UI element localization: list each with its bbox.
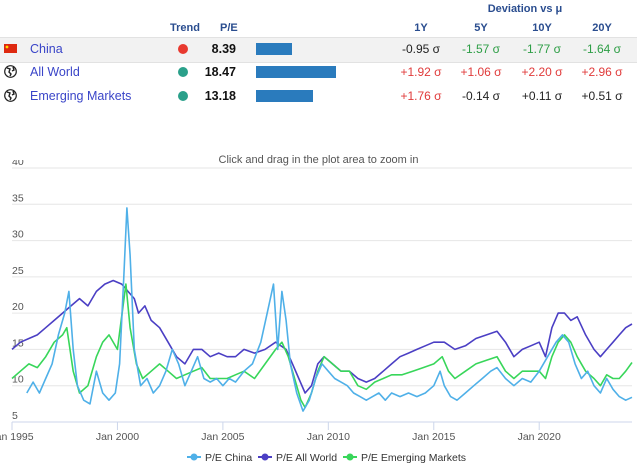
table-row-all-world[interactable]: All World 18.47 +1.92 σ +1.06 σ +2.20 σ … — [0, 61, 637, 85]
deviation-10y: +2.20 σ — [521, 65, 563, 79]
market-name-link[interactable]: China — [30, 42, 63, 56]
deviation-1y: +1.92 σ — [400, 65, 442, 79]
china-flag-icon — [4, 44, 17, 53]
deviation-5y: -0.14 σ — [461, 89, 501, 103]
legend-marker-p-e-china — [190, 453, 198, 461]
x-tick-label: Jan 2010 — [307, 431, 350, 443]
x-tick-label: Jan 2020 — [518, 431, 561, 443]
globe-icon — [4, 65, 17, 78]
header-period-1y: 1Y — [414, 22, 428, 34]
y-tick-label: 20 — [12, 301, 24, 313]
market-name-link[interactable]: Emerging Markets — [30, 89, 132, 103]
header-period-20y: 20Y — [592, 22, 612, 34]
pe-value: 13.18 — [204, 89, 236, 103]
deviation-5y: +1.06 σ — [460, 65, 502, 79]
series-line-p-e-emerging-markets — [11, 283, 633, 409]
y-tick-label: 40 — [12, 160, 24, 168]
deviation-10y: +0.11 σ — [521, 89, 563, 103]
table-row-china[interactable]: China 8.39 -0.95 σ -1.57 σ -1.77 σ -1.64… — [0, 37, 637, 63]
x-tick-label: Jan 2015 — [412, 431, 455, 443]
x-tick-label: Jan 1995 — [0, 431, 34, 443]
deviation-20y: +0.51 σ — [581, 89, 623, 103]
pe-value: 8.39 — [211, 42, 236, 56]
deviation-1y: -0.95 σ — [401, 42, 441, 56]
trend-indicator — [178, 67, 188, 77]
legend-item-p-e-emerging-markets[interactable]: P/E Emerging Markets — [361, 452, 466, 464]
x-tick-label: Jan 2005 — [201, 431, 244, 443]
y-tick-label: 5 — [12, 410, 18, 422]
deviation-20y: -1.64 σ — [582, 42, 622, 56]
pe-bar — [256, 66, 336, 78]
trend-indicator — [178, 44, 188, 54]
legend-item-p-e-china[interactable]: P/E China — [205, 452, 252, 464]
legend-item-p-e-all-world[interactable]: P/E All World — [276, 452, 337, 464]
zoom-hint: Click and drag in the plot area to zoom … — [218, 154, 419, 166]
deviation-5y: -1.57 σ — [461, 42, 501, 56]
legend-marker-p-e-all-world — [261, 453, 269, 461]
header-period-5y: 5Y — [474, 22, 488, 34]
header-trend: Trend — [170, 22, 200, 34]
pe-bar — [256, 90, 314, 102]
pe-value: 18.47 — [204, 65, 236, 79]
header-pe: P/E — [220, 22, 238, 34]
globe-icon — [4, 89, 17, 102]
trend-indicator — [178, 91, 188, 101]
table-row-emerging-markets[interactable]: Emerging Markets 13.18 +1.76 σ -0.14 σ +… — [0, 85, 637, 109]
x-tick-label: Jan 2000 — [96, 431, 139, 443]
legend-marker-p-e-emerging-markets — [346, 453, 354, 461]
deviation-20y: +2.96 σ — [581, 65, 623, 79]
deviation-1y: +1.76 σ — [400, 89, 442, 103]
pe-bar — [256, 43, 293, 55]
market-name-link[interactable]: All World — [30, 65, 80, 79]
series-line-p-e-china — [26, 207, 633, 412]
deviation-10y: -1.77 σ — [522, 42, 562, 56]
series-line-p-e-all-world — [11, 279, 633, 394]
y-tick-label: 35 — [12, 192, 24, 204]
y-tick-label: 30 — [12, 229, 24, 241]
header-period-10y: 10Y — [532, 22, 552, 34]
y-tick-label: 25 — [12, 265, 24, 277]
header-deviation: Deviation vs μ — [487, 3, 563, 15]
y-tick-label: 10 — [12, 374, 24, 386]
